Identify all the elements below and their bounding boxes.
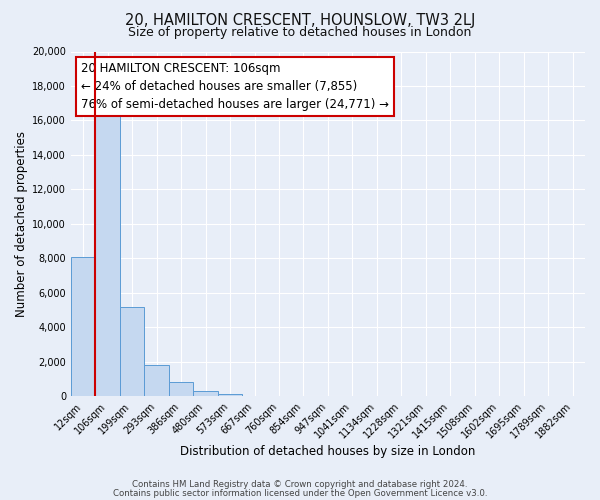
Bar [193,391,218,396]
Bar [71,256,95,396]
Text: Contains public sector information licensed under the Open Government Licence v3: Contains public sector information licen… [113,488,487,498]
Y-axis label: Number of detached properties: Number of detached properties [15,131,28,317]
X-axis label: Distribution of detached houses by size in London: Distribution of detached houses by size … [180,444,476,458]
Bar [95,110,120,396]
Text: 20, HAMILTON CRESCENT, HOUNSLOW, TW3 2LJ: 20, HAMILTON CRESCENT, HOUNSLOW, TW3 2LJ [125,12,475,28]
Text: Size of property relative to detached houses in London: Size of property relative to detached ho… [128,26,472,39]
Bar [145,365,169,396]
Text: Contains HM Land Registry data © Crown copyright and database right 2024.: Contains HM Land Registry data © Crown c… [132,480,468,489]
Bar [169,382,193,396]
Text: 20 HAMILTON CRESCENT: 106sqm
← 24% of detached houses are smaller (7,855)
76% of: 20 HAMILTON CRESCENT: 106sqm ← 24% of de… [81,62,389,111]
Bar [218,394,242,396]
Bar [120,306,145,396]
